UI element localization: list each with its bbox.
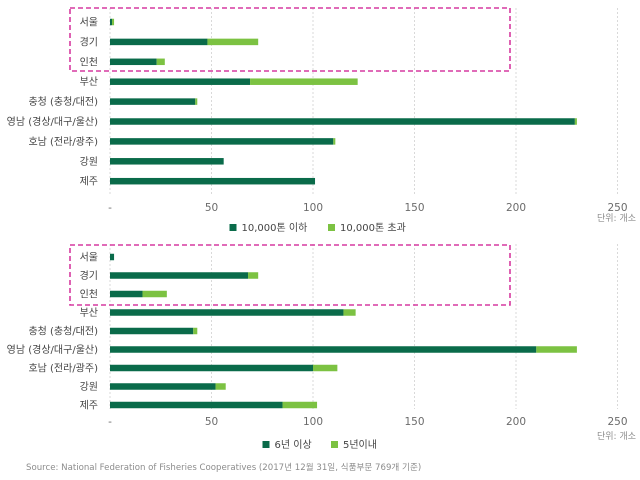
x-tick-label: 100 [303, 416, 323, 428]
legend-label: 10,000톤 이하 [242, 221, 308, 234]
bar-segment [282, 401, 318, 409]
bar-segment [333, 138, 336, 145]
x-tick-label: 100 [303, 202, 323, 214]
category-label: 서울 [80, 17, 98, 29]
bar-segment [112, 18, 115, 26]
x-tick-label: 250 [607, 416, 627, 428]
x-tick-label: 200 [506, 202, 526, 214]
category-label: 부산 [80, 76, 98, 88]
bar-segment [250, 78, 358, 85]
x-tick-label: 250 [607, 202, 627, 214]
bar-segment [110, 253, 115, 261]
bar-segment [215, 383, 226, 390]
bar-segment [195, 98, 198, 105]
category-label: 강원 [80, 381, 98, 393]
x-tick-label: 50 [205, 416, 218, 428]
bar-segment [574, 118, 577, 125]
x-tick-label: - [108, 416, 112, 428]
bar-segment [110, 18, 113, 26]
legend-swatch [328, 224, 335, 231]
x-tick-label: 50 [205, 202, 218, 214]
x-tick-label: 150 [404, 416, 424, 428]
category-label: 부산 [80, 307, 98, 319]
x-tick-label: 200 [506, 416, 526, 428]
legend-label: 6년 이상 [275, 439, 312, 451]
bar-segment [110, 138, 334, 145]
highlight-box [69, 244, 511, 306]
bar-segment [343, 309, 356, 316]
category-label: 강원 [80, 156, 98, 168]
category-label: 영남 (경상/대구/울산) [7, 343, 98, 356]
bar-segment [313, 364, 338, 372]
bar-segment [110, 98, 196, 105]
bar-segment [110, 177, 316, 185]
legend-label: 5년이내 [343, 439, 377, 451]
unit-label: 단위: 개소 [597, 431, 636, 442]
source-note: Source: National Federation of Fisheries… [26, 463, 422, 473]
x-tick-label: 150 [404, 202, 424, 214]
category-label: 충청 (충청/대전) [28, 96, 98, 108]
highlight-box [69, 7, 511, 72]
category-label: 영남 (경상/대구/울산) [7, 115, 98, 128]
bar-segment [110, 290, 143, 298]
category-label: 인천 [80, 56, 98, 68]
bar-segment [110, 401, 283, 409]
legend-swatch [262, 441, 270, 448]
legend-swatch [331, 441, 338, 448]
bar-segment [536, 346, 577, 353]
unit-label: 단위: 개소 [597, 213, 636, 224]
x-tick-label: - [108, 202, 112, 214]
bar-segment [110, 364, 313, 372]
category-label: 충청 (충청/대전) [28, 326, 98, 338]
bar-segment [110, 346, 537, 353]
bar-segment [110, 327, 194, 335]
bar-segment [248, 272, 259, 279]
category-label: 호남 (전라/광주) [28, 136, 98, 148]
bar-segment [110, 272, 249, 279]
category-label: 서울 [80, 252, 98, 264]
category-label: 인천 [80, 289, 98, 301]
category-label: 경기 [80, 35, 98, 48]
bar-segment [110, 158, 224, 165]
legend-label: 10,000톤 초과 [340, 222, 406, 234]
category-label: 호남 (전라/광주) [28, 363, 98, 375]
category-label: 경기 [80, 269, 98, 282]
category-label: 제주 [80, 400, 98, 412]
bar-segment [110, 118, 575, 125]
bar-segment [110, 38, 208, 46]
bar-segment [193, 327, 198, 335]
legend-swatch [229, 224, 237, 231]
bar-segment [156, 58, 165, 66]
bar-segment [110, 78, 251, 85]
category-label: 제주 [80, 176, 98, 188]
bar-segment [142, 290, 167, 298]
bar-segment [110, 58, 157, 66]
bar-segment [110, 383, 216, 390]
bar-segment [110, 309, 344, 316]
bar-segment [207, 38, 259, 46]
